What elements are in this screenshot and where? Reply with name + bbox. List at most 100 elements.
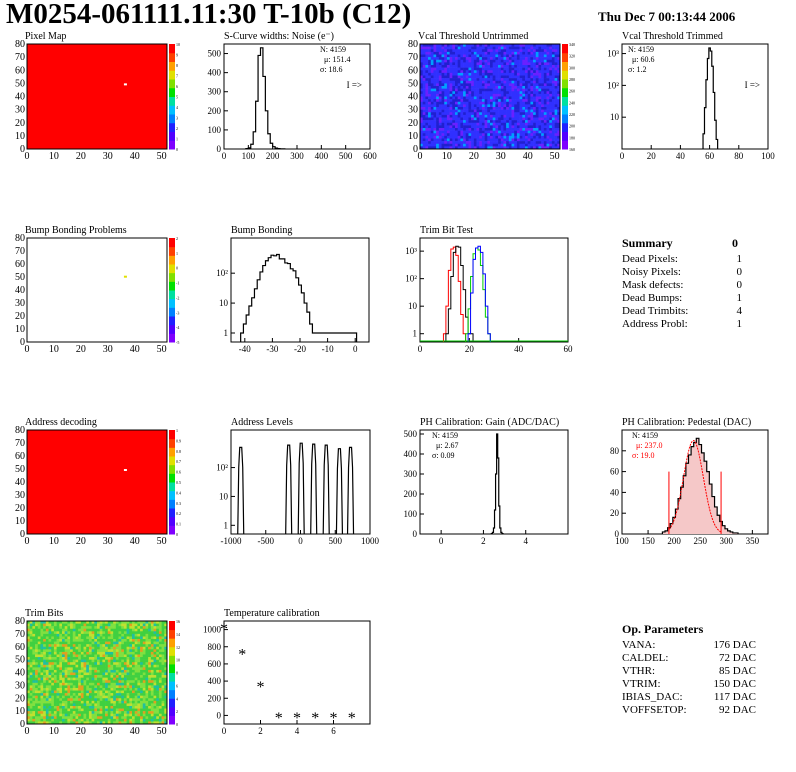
heatmap-cell (91, 708, 95, 712)
heatmap-cell (148, 713, 152, 717)
chart-vcal-untrimmed: Vcal Threshold Untrimmed1601802002202402… (408, 31, 575, 162)
heatmap-cell (473, 59, 477, 63)
heatmap-cell (503, 78, 507, 82)
heatmap-cell (64, 669, 68, 673)
heatmap-cell (468, 133, 472, 137)
heatmap-cell (465, 109, 469, 113)
heatmap-cell (476, 130, 480, 134)
heatmap-cell (436, 70, 440, 74)
heatmap-cell (495, 49, 499, 53)
heatmap-cell (455, 88, 458, 92)
heatmap-cell (99, 700, 103, 704)
heatmap-cell (142, 672, 146, 676)
heatmap-cell (430, 51, 434, 55)
heatmap-cell (59, 654, 63, 658)
x-tick-label: 10 (442, 151, 452, 162)
heatmap-cell (145, 716, 149, 720)
heatmap-cell (121, 677, 125, 681)
colorbar-segment (169, 114, 175, 124)
heatmap-cell (158, 698, 162, 702)
heatmap-cell (554, 67, 558, 71)
heatmap-cell (29, 705, 33, 709)
heatmap-cell (27, 700, 30, 704)
heatmap-cell (436, 107, 440, 110)
heatmap-cell (473, 62, 477, 66)
heatmap-cell (62, 669, 65, 673)
y-tick-label: 50 (15, 78, 25, 89)
heatmap-cell (64, 662, 68, 666)
heatmap-cell (446, 57, 450, 61)
heatmap-cell (463, 143, 467, 147)
heatmap-cell (53, 633, 57, 637)
heatmap-cell (142, 664, 146, 668)
heatmap-cell (56, 667, 60, 671)
heatmap-cell (541, 75, 545, 79)
heatmap-cell (67, 711, 71, 714)
heatmap-cell (481, 93, 485, 97)
heatmap-cell (110, 623, 114, 627)
y-tick-label: 10 (408, 131, 418, 142)
heatmap-cell (543, 135, 547, 139)
heatmap-cell (94, 651, 98, 655)
heatmap-cell (94, 631, 98, 635)
heatmap-cell (522, 120, 526, 124)
heatmap-cell (48, 641, 52, 645)
heatmap-cell (64, 716, 68, 720)
heatmap-cell (150, 685, 154, 689)
heatmap-cell (105, 690, 109, 694)
heatmap-cell (479, 88, 483, 92)
heatmap-cell (492, 93, 496, 97)
colorbar-segment (169, 706, 175, 716)
heatmap-cell (551, 83, 555, 87)
heatmap-cell (460, 104, 464, 108)
y-tick-label: 60 (15, 65, 25, 76)
colorbar-segment (562, 79, 568, 89)
heatmap-cell (549, 57, 553, 61)
heatmap-cell (129, 716, 133, 720)
heatmap-cell (538, 112, 542, 116)
heatmap-cell (91, 721, 95, 725)
heatmap-cell (438, 75, 442, 79)
heatmap-cell (514, 96, 518, 100)
heatmap-cell (446, 88, 450, 92)
heatmap-cell (511, 101, 515, 105)
heatmap-cell (113, 621, 117, 624)
heatmap-cell (83, 633, 87, 637)
heatmap-cell (97, 626, 100, 630)
heatmap-cell (110, 698, 114, 702)
heatmap-cell (140, 682, 144, 686)
y-tick-label: 400 (404, 449, 418, 459)
heatmap-cell (27, 664, 30, 668)
heatmap-cell (511, 72, 515, 76)
heatmap-cell (113, 711, 117, 714)
heatmap-cell (549, 51, 553, 55)
heatmap-cell (441, 128, 445, 131)
heatmap-cell (543, 44, 547, 47)
heatmap-cell (554, 138, 558, 142)
heatmap-cell (78, 713, 82, 717)
heatmap-cell (516, 88, 520, 92)
heatmap-cell (161, 682, 165, 686)
colorbar-segment (169, 290, 175, 300)
heatmap-cell (433, 133, 437, 137)
heatmap-cell (446, 80, 450, 84)
heatmap-cell (137, 649, 141, 653)
y-tick-label: 0 (20, 719, 25, 730)
heatmap-cell (32, 716, 36, 720)
heatmap-cell (490, 88, 493, 92)
heatmap-cell (549, 99, 553, 103)
heatmap-cell (438, 135, 442, 139)
heatmap-cell (62, 649, 65, 653)
heatmap-cell (153, 680, 157, 684)
heatmap-cell (83, 713, 87, 717)
heatmap-cell (527, 128, 531, 131)
heatmap-cell (67, 659, 71, 663)
heatmap-cell (37, 633, 41, 637)
heatmap-cell (471, 78, 475, 82)
heatmap-cell (132, 623, 135, 627)
heatmap-cell (158, 639, 162, 642)
heatmap-cell (51, 682, 55, 686)
heatmap-cell (97, 628, 100, 632)
heatmap-cell (508, 143, 512, 147)
chart-title: S-Curve widths: Noise (e⁻) (224, 31, 334, 42)
